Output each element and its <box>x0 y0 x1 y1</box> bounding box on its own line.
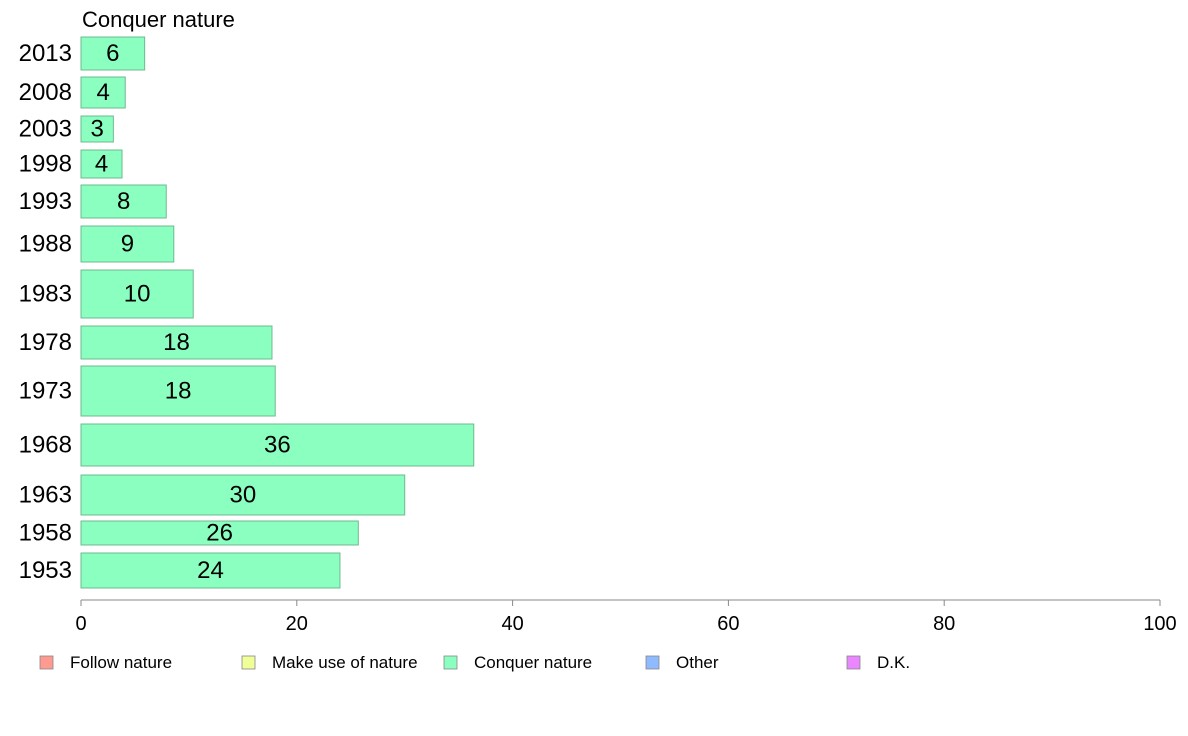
bar-value-label: 30 <box>229 482 256 509</box>
bar-value-label: 9 <box>121 231 134 258</box>
y-tick-label: 1978 <box>19 329 72 356</box>
x-tick-label: 0 <box>75 613 86 635</box>
bar-value-label: 24 <box>197 557 224 584</box>
legend-swatch <box>241 655 256 670</box>
bar-value-label: 36 <box>264 432 291 459</box>
x-tick-label: 20 <box>286 613 308 635</box>
bar-1973 <box>80 365 276 417</box>
legend-label: Other <box>676 653 719 672</box>
bar-2008 <box>80 76 126 109</box>
bars-group: 6 2013 4 2008 3 2003 4 1998 8 1993 9 1988 10 1983 18 19… <box>19 36 475 589</box>
chart-title: Conquer nature <box>82 7 235 32</box>
bar-1993 <box>80 184 167 219</box>
bar-value-label: 10 <box>124 281 151 308</box>
legend-swatch <box>846 655 861 670</box>
x-tick-label: 100 <box>1143 613 1176 635</box>
legend-swatch <box>39 655 54 670</box>
bar-1963 <box>80 474 406 516</box>
legend-label: D.K. <box>877 653 910 672</box>
legend-label: Make use of nature <box>272 653 418 672</box>
bar-value-label: 6 <box>106 40 119 67</box>
x-axis: 0 20 40 60 80 100 <box>75 599 1177 635</box>
bar-value-label: 18 <box>163 329 190 356</box>
bar-value-label: 4 <box>96 79 109 106</box>
x-tick-label: 60 <box>717 613 739 635</box>
bar-1988 <box>80 225 175 263</box>
y-tick-label: 1983 <box>19 281 72 308</box>
bar-value-label: 26 <box>206 520 233 547</box>
x-tick-label: 40 <box>501 613 523 635</box>
bar-1958 <box>80 520 359 546</box>
bar-1953 <box>80 552 341 589</box>
legend-label: Follow nature <box>70 653 172 672</box>
y-tick-label: 1973 <box>19 378 72 405</box>
bar-value-label: 8 <box>117 188 130 215</box>
y-tick-label: 1958 <box>19 520 72 547</box>
y-tick-label: 2013 <box>19 40 72 67</box>
y-tick-label: 2008 <box>19 79 72 106</box>
y-tick-label: 1968 <box>19 432 72 459</box>
x-tick-label: 80 <box>933 613 955 635</box>
bar-1968 <box>80 423 475 467</box>
y-tick-label: 1963 <box>19 482 72 509</box>
legend-label: Conquer nature <box>474 653 592 672</box>
y-tick-label: 1993 <box>19 188 72 215</box>
bar-1998 <box>80 149 123 179</box>
legend: Follow nature Make use of nature Conquer n… <box>39 653 910 672</box>
bar-value-label: 3 <box>91 116 104 143</box>
bar-2003 <box>80 115 114 143</box>
y-tick-label: 2003 <box>19 116 72 143</box>
y-tick-label: 1998 <box>19 151 72 178</box>
bar-value-label: 4 <box>95 151 108 178</box>
legend-swatch <box>443 655 458 670</box>
y-tick-label: 1953 <box>19 557 72 584</box>
bar-1978 <box>80 325 273 360</box>
bar-1983 <box>80 269 194 319</box>
y-tick-label: 1988 <box>19 231 72 258</box>
legend-swatch <box>645 655 660 670</box>
bar-2013 <box>80 36 146 71</box>
bar-value-label: 18 <box>165 378 192 405</box>
